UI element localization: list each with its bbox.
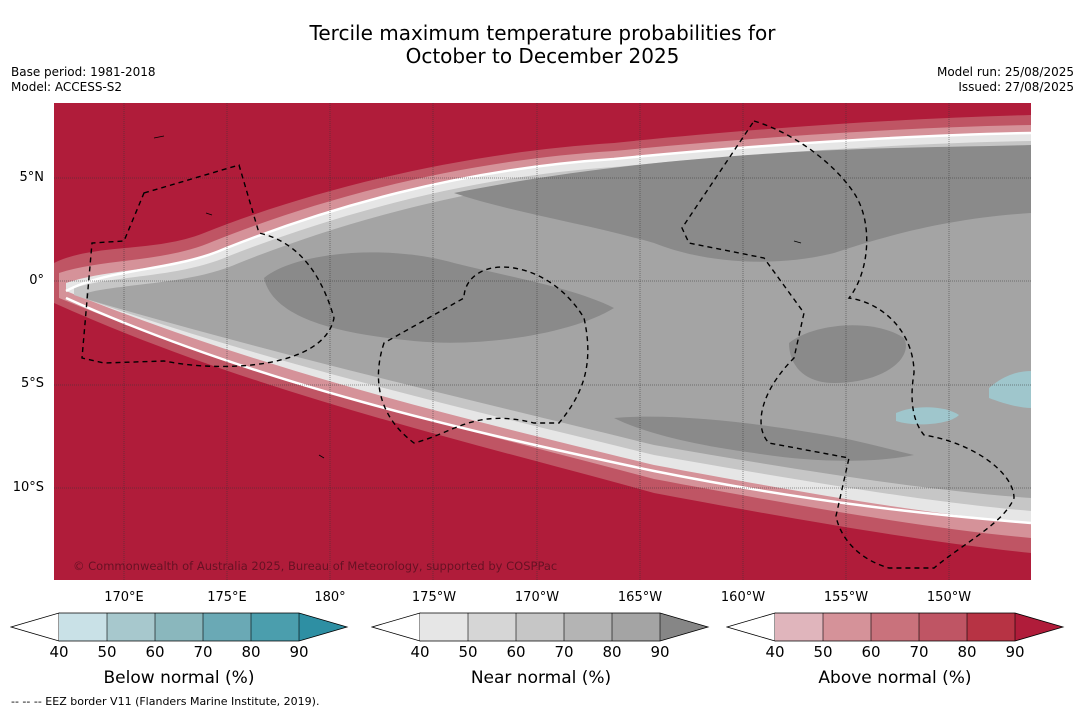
tick-label: 70	[193, 643, 213, 661]
colorbar-near-segment	[516, 613, 564, 641]
meta-right: Model run: 25/08/2025 Issued: 27/08/2025	[937, 65, 1074, 95]
colorbar-near-tail	[371, 612, 421, 642]
colorbar-below-frame	[59, 612, 349, 642]
colorbar-above-segment	[775, 613, 823, 641]
issued-date: Issued: 27/08/2025	[958, 80, 1074, 94]
colorbar-below-label: Below normal (%)	[103, 668, 255, 688]
copyright-notice: © Commonwealth of Australia 2025, Bureau…	[73, 559, 558, 573]
colorbar-above-frame	[775, 612, 1065, 642]
tick-label: 90	[1005, 643, 1025, 661]
model-run: Model run: 25/08/2025	[936, 65, 1074, 79]
lat-label-5s: 5°S	[20, 376, 44, 391]
lon-label-180: 180°	[314, 590, 346, 605]
colorbar-above-segment	[967, 613, 1015, 641]
colorbar-below-segment	[203, 613, 251, 641]
colorbar-below-segment	[59, 613, 107, 641]
colorbar-near-segment	[612, 613, 660, 641]
near-normal-band-80c	[789, 325, 906, 383]
lon-label-175w: 175°W	[411, 590, 457, 605]
colorbar-below-segment	[155, 613, 203, 641]
tick-label: 70	[909, 643, 929, 661]
tick-label: 60	[506, 643, 526, 661]
colorbar-below-head	[299, 613, 347, 641]
lat-label-0: 0°	[29, 273, 44, 288]
tick-label: 40	[765, 643, 785, 661]
below-normal-patch-b	[989, 371, 1031, 408]
lon-label-175e: 175°E	[207, 590, 247, 605]
gridlines	[54, 103, 1031, 580]
chart-title: Tercile maximum temperature probabilitie…	[0, 22, 1085, 68]
tick-label: 50	[97, 643, 117, 661]
colorbar-near-ticks: 40 50 60 70 80 90	[371, 643, 711, 663]
tick-label: 60	[861, 643, 881, 661]
near-normal-band-80d	[614, 416, 914, 461]
lat-label-5n: 5°N	[19, 170, 45, 185]
below-normal-patch-a	[896, 407, 959, 425]
island-outlines	[153, 135, 802, 459]
eez-borders	[81, 120, 1015, 569]
colorbar-above-segment	[823, 613, 871, 641]
lon-label-165w: 165°W	[617, 590, 663, 605]
colorbar-near-segment	[468, 613, 516, 641]
lon-label-150w: 150°W	[926, 590, 972, 605]
colorbar-below-tail	[10, 612, 60, 642]
near-normal-band-80b	[454, 145, 1031, 262]
model-name: Model: ACCESS-S2	[11, 80, 123, 94]
tick-label: 80	[602, 643, 622, 661]
colorbar-near-normal	[371, 612, 710, 642]
tick-label: 60	[145, 643, 165, 661]
tick-label: 70	[554, 643, 574, 661]
colorbar-near-segment	[564, 613, 612, 641]
tick-label: 90	[650, 643, 670, 661]
lon-label-160w: 160°W	[720, 590, 766, 605]
colorbar-above-segment	[919, 613, 967, 641]
white-contour-boundary-lower	[65, 296, 1031, 525]
colorbar-near-frame	[420, 612, 710, 642]
tick-label: 40	[410, 643, 430, 661]
tick-label: 90	[289, 643, 309, 661]
lat-label-10s: 10°S	[12, 480, 44, 495]
colorbar-below-ticks: 40 50 60 70 80 90	[10, 643, 350, 663]
colorbar-below-normal	[10, 612, 349, 642]
probability-map	[54, 103, 1031, 580]
lon-label-170w: 170°W	[514, 590, 560, 605]
title-line-2: October to December 2025	[405, 44, 680, 68]
base-period: Base period: 1981-2018	[11, 65, 156, 79]
title-line-1: Tercile maximum temperature probabilitie…	[309, 21, 776, 45]
tick-label: 50	[813, 643, 833, 661]
colorbar-near-head	[660, 613, 708, 641]
colorbar-near-segment	[420, 613, 468, 641]
colorbar-above-segment	[871, 613, 919, 641]
eez-footnote: -- -- -- EEZ border V11 (Flanders Marine…	[11, 695, 320, 708]
lon-label-170e: 170°E	[104, 590, 144, 605]
tick-label: 40	[49, 643, 69, 661]
near-normal-band-80a	[264, 252, 614, 343]
tick-label: 50	[458, 643, 478, 661]
lon-label-155w: 155°W	[823, 590, 869, 605]
colorbar-above-normal	[726, 612, 1065, 642]
meta-left: Base period: 1981-2018 Model: ACCESS-S2	[11, 65, 156, 95]
colorbar-above-tail	[726, 612, 776, 642]
tick-label: 80	[241, 643, 261, 661]
colorbar-above-head	[1015, 613, 1063, 641]
colorbar-below-segment	[107, 613, 155, 641]
colorbar-above-ticks: 40 50 60 70 80 90	[726, 643, 1066, 663]
tick-label: 80	[957, 643, 977, 661]
colorbar-above-label: Above normal (%)	[818, 668, 972, 688]
colorbar-near-label: Near normal (%)	[470, 668, 612, 688]
white-contour-boundary	[65, 131, 1031, 293]
colorbar-below-segment	[251, 613, 299, 641]
